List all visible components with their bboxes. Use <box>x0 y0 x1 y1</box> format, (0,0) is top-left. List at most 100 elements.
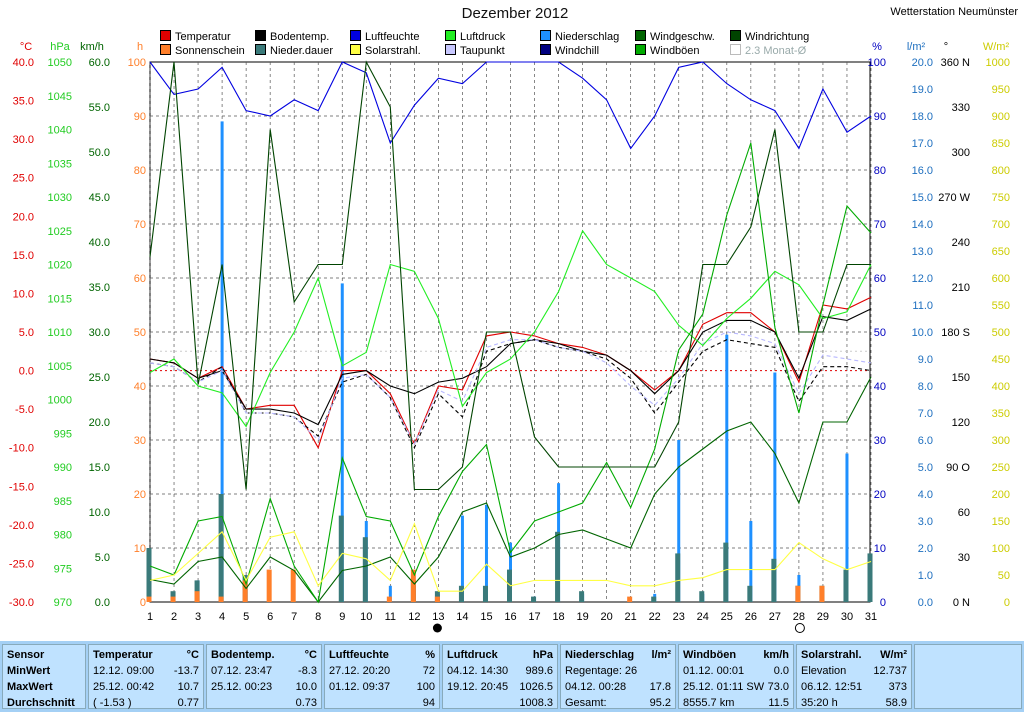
stats-label: 07.12. 23:47 <box>211 665 273 677</box>
y-tick-label: 20.0 <box>13 211 34 223</box>
stats-column: Niederschlag l/m² Regentage: 26 04.12. 00:2… <box>560 644 676 709</box>
y-tick-label: 0.0 <box>19 366 34 378</box>
y-tick-label: 1.0 <box>918 570 933 582</box>
full-moon-icon <box>794 623 805 633</box>
y-tick-label: 360 N <box>941 57 970 69</box>
y-tick-label: 60 <box>874 273 886 285</box>
legend-item: Windgeschw. <box>635 30 715 43</box>
y-tick-label: 500 <box>992 327 1010 339</box>
legend-swatch <box>160 30 171 41</box>
y-tick-label: 20 <box>874 489 886 501</box>
weather-chart: 1 2 3 4 5 6 7 8 9 10 11 12 13 14 15 16 17 18 19 20 21 22 23 24 2… <box>9 41 1010 633</box>
legend-swatch <box>160 44 171 55</box>
legend-label: Luftdruck <box>460 31 506 43</box>
bar-niederdauer <box>579 591 585 602</box>
bar-niederdauer <box>675 553 681 602</box>
series-line-windrichtung <box>149 60 871 491</box>
stats-label: 8555.7 km <box>683 697 735 709</box>
stats-column: Sensor MinWert MaxWert Durchschnitt <box>2 644 86 709</box>
y-tick-label: 1020 <box>48 260 72 272</box>
x-tick-label: 4 <box>219 611 225 623</box>
stats-value: 94 <box>422 697 435 709</box>
y-tick-label: 30 <box>958 552 970 564</box>
y-tick-label: 2.0 <box>918 543 933 555</box>
bar-sonnenschein <box>242 580 248 602</box>
y-tick-label: 10 <box>134 543 146 555</box>
stats-label: 35:20 h <box>801 697 838 709</box>
x-tick-label: 12 <box>408 611 420 623</box>
legend-item: Windrichtung <box>730 30 809 43</box>
y-tick-label: 990 <box>54 462 72 474</box>
stats-label: 25.12. 00:23 <box>211 681 273 693</box>
legend-item: Luftfeuchte <box>350 30 419 43</box>
bar-niederdauer <box>723 542 729 602</box>
stats-label: 12.12. 09:00 <box>93 665 155 677</box>
y-tick-label: 20 <box>134 489 146 501</box>
y-tick-label: 50 <box>874 327 886 339</box>
y-tick-label: 970 <box>54 597 72 609</box>
series-line-windchill <box>149 331 872 446</box>
bar-niederdauer <box>771 558 777 602</box>
y-tick-label: 16.0 <box>912 165 933 177</box>
stats-row-label: MaxWert <box>7 681 53 693</box>
y-tick-label: 5.0 <box>95 552 110 564</box>
x-tick-label: 31 <box>865 611 877 623</box>
y-tick-label: 30.0 <box>13 134 34 146</box>
series-line-bodentemp <box>149 308 872 426</box>
bar-niederschlag <box>773 372 777 602</box>
bar-sonnenschein <box>386 596 392 602</box>
y-tick-label: 10.0 <box>13 288 34 300</box>
chart-title: Dezember 2012 <box>461 5 569 22</box>
legend-swatch <box>445 44 456 55</box>
stats-header: Niederschlag <box>565 649 635 661</box>
stats-header: Windböen <box>683 649 737 661</box>
y-tick-label: 35.0 <box>89 282 110 294</box>
stats-label: 06.12. 12:51 <box>801 681 863 693</box>
y-tick-label: 45.0 <box>89 192 110 204</box>
y-tick-label: 270 W <box>938 192 970 204</box>
legend: Temperatur Bodentemp. Luftfeuchte Luftdruck… <box>160 30 860 58</box>
y-tick-label: 995 <box>54 428 72 440</box>
stats-value: -8.3 <box>298 665 317 677</box>
y-tick-label: 100 <box>992 543 1010 555</box>
bar-niederdauer <box>218 494 224 602</box>
stats-value: 373 <box>888 681 907 693</box>
bar-niederschlag <box>749 521 753 602</box>
x-tick-label: 25 <box>721 611 733 623</box>
y-tick-label: 50.0 <box>89 147 110 159</box>
y-tick-label: 90 <box>874 111 886 123</box>
x-tick-label: 27 <box>769 611 781 623</box>
y-tick-label: 1000 <box>986 57 1010 69</box>
y-tick-label: -25.0 <box>9 558 34 570</box>
bar-sonnenschein <box>194 591 200 602</box>
x-tick-label: 14 <box>456 611 468 623</box>
legend-swatch <box>730 30 741 41</box>
y-tick-label: 250 <box>992 462 1010 474</box>
legend-label: 2.3 Monat-Ø <box>745 45 807 57</box>
y-tick-label: 10.0 <box>89 507 110 519</box>
legend-item: Bodentemp. <box>255 30 329 43</box>
y-tick-label: 25.0 <box>89 372 110 384</box>
stats-column: Temperatur °C 12.12. 09:00 -13.7 25.12. 00:4… <box>88 644 204 709</box>
series-line-luftfeuchte <box>149 61 872 150</box>
x-tick-label: 10 <box>360 611 372 623</box>
bar-sonnenschein <box>434 596 440 602</box>
y-tick-label: 90 <box>134 111 146 123</box>
y-tick-label: -15.0 <box>9 481 34 493</box>
y-tick-label: 0 <box>1004 597 1010 609</box>
legend-item: Luftdruck <box>445 30 505 43</box>
station-name: Wetterstation Neumünster <box>890 6 1018 18</box>
legend-label: Windgeschw. <box>650 31 715 43</box>
y-tick-label: -30.0 <box>9 597 34 609</box>
stats-value: 0.0 <box>773 665 789 677</box>
x-tick-label: 5 <box>243 611 249 623</box>
x-tick-label: 30 <box>841 611 853 623</box>
new-moon-icon <box>432 623 442 633</box>
legend-item: Taupunkt <box>445 44 505 57</box>
x-tick-label: 7 <box>291 611 297 623</box>
x-tick-label: 19 <box>576 611 588 623</box>
y-tick-label: 70 <box>874 219 886 231</box>
y-tick-label: 8.0 <box>918 381 933 393</box>
y-tick-label: 700 <box>992 219 1010 231</box>
legend-item: 2.3 Monat-Ø <box>730 44 806 57</box>
